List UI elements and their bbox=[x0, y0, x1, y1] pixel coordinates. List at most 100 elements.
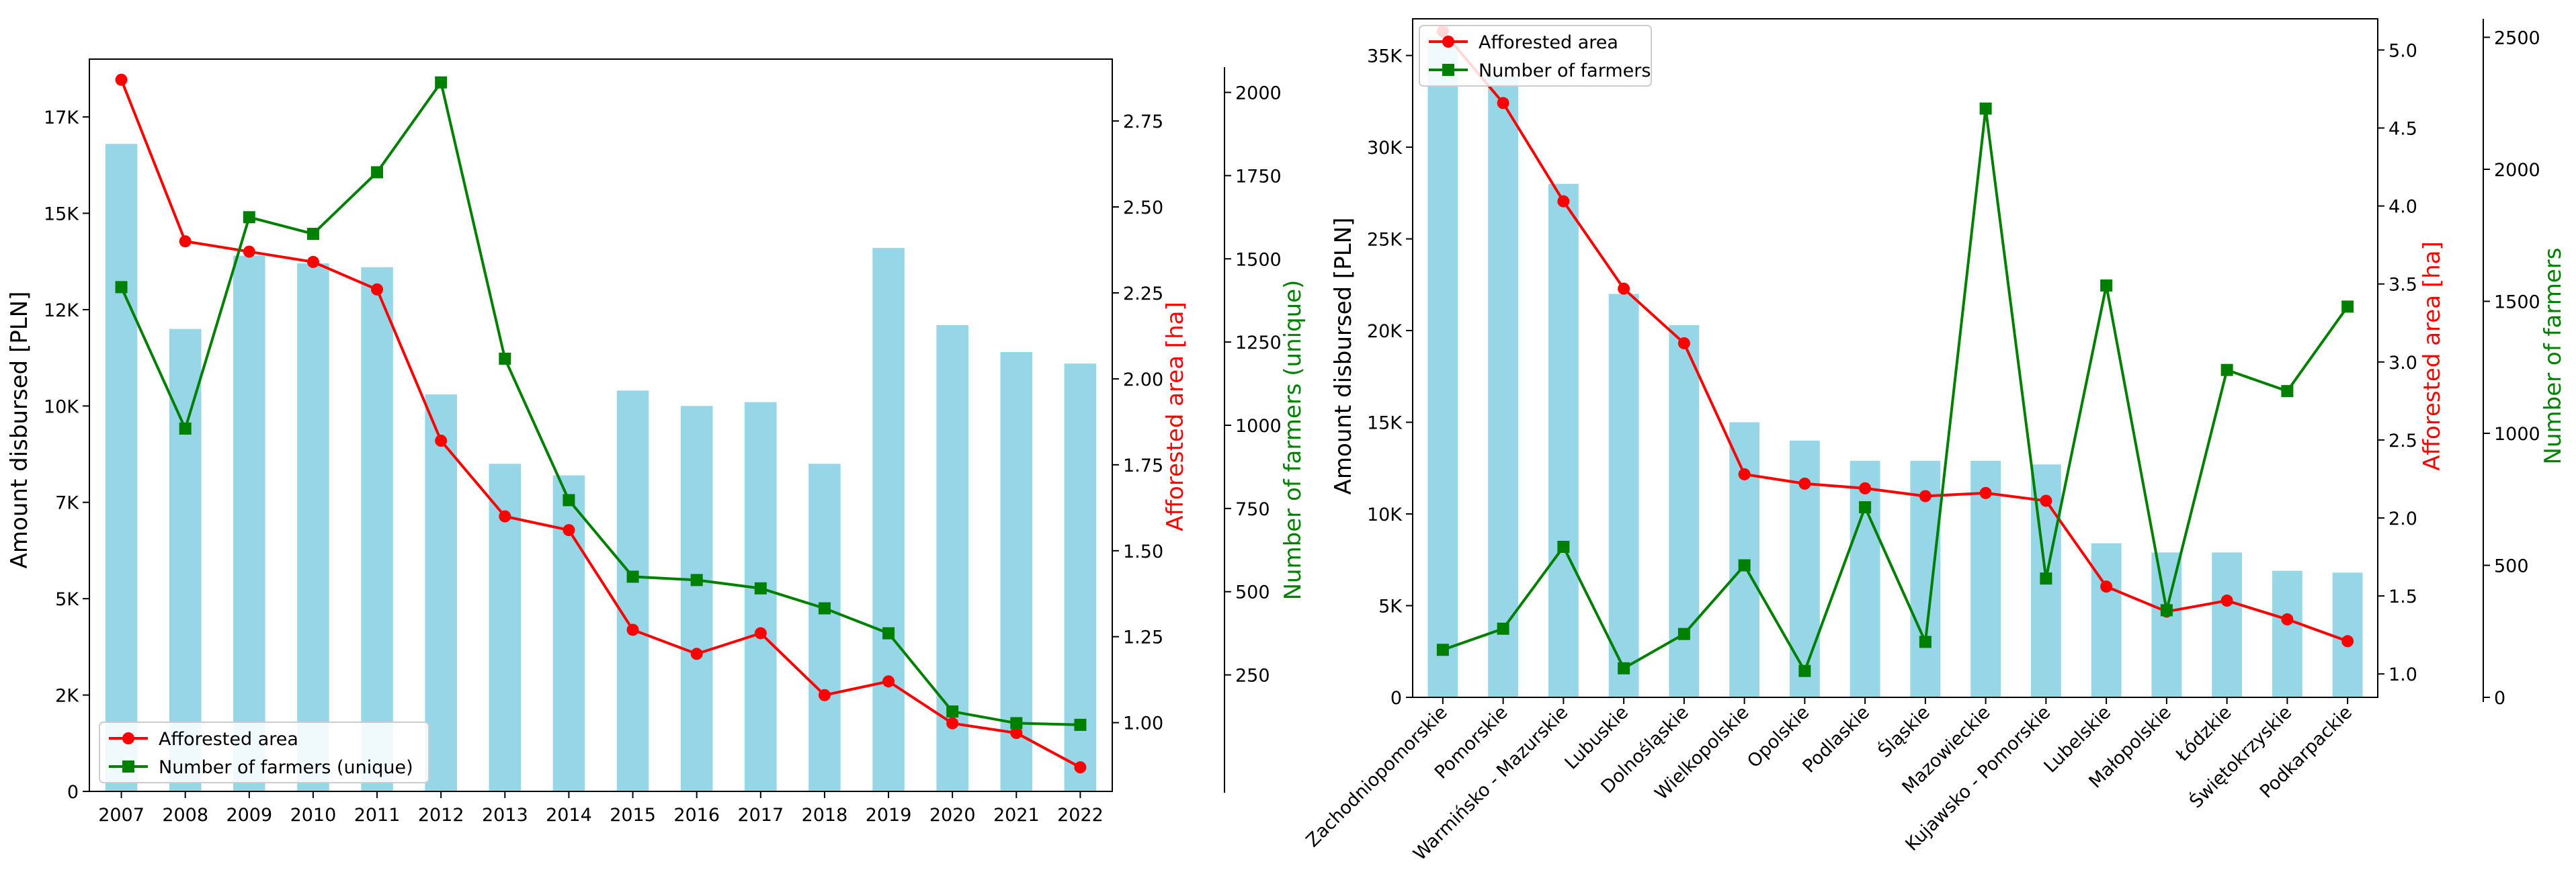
series-0-point-2 bbox=[243, 245, 255, 258]
x-tick-label-1: 2008 bbox=[162, 805, 208, 826]
series-0-point-12 bbox=[882, 675, 895, 688]
bar-12 bbox=[2151, 552, 2182, 697]
y-tick-label-7: 17K bbox=[44, 107, 79, 128]
series-0-point-7 bbox=[1859, 482, 1872, 494]
series-0-point-8 bbox=[1919, 490, 1931, 503]
y3-tick-label-7: 2000 bbox=[1235, 83, 1282, 104]
y-axis-label: Amount disbursed [PLN] bbox=[6, 292, 33, 569]
y3-tick-label-2: 750 bbox=[1235, 499, 1270, 520]
y3-tick-label-3: 1500 bbox=[2494, 292, 2540, 313]
x-tick-label-9: 2016 bbox=[673, 805, 720, 826]
bar-13 bbox=[2212, 552, 2243, 697]
y-tick-label-2: 10K bbox=[1367, 505, 1403, 525]
legend-marker-1 bbox=[1442, 64, 1454, 76]
y-tick-label-4: 10K bbox=[44, 396, 79, 417]
series-0-point-10 bbox=[754, 627, 767, 640]
y2-tick-label-3: 2.5 bbox=[2388, 431, 2417, 451]
y3-tick-label-1: 500 bbox=[2494, 556, 2529, 577]
series-0-point-6 bbox=[499, 510, 511, 523]
bar-7 bbox=[552, 475, 585, 791]
y2-tick-label-8: 5.0 bbox=[2388, 40, 2417, 61]
series-1-point-8 bbox=[626, 570, 639, 583]
series-1-point-7 bbox=[563, 494, 575, 507]
y3-tick-label-0: 0 bbox=[2494, 688, 2505, 709]
y2-tick-label-3: 1.75 bbox=[1123, 455, 1163, 476]
bar-8 bbox=[616, 390, 649, 791]
y-tick-label-0: 0 bbox=[67, 782, 79, 803]
series-0-point-1 bbox=[1497, 97, 1509, 110]
series-0-point-15 bbox=[2341, 635, 2354, 648]
series-1-point-15 bbox=[1074, 718, 1087, 731]
y3-tick-label-4: 1250 bbox=[1235, 333, 1282, 353]
legend-label-0: Afforested area bbox=[159, 729, 298, 750]
legend-marker-0 bbox=[122, 732, 134, 744]
y-tick-label-7: 35K bbox=[1367, 46, 1403, 67]
bar-2 bbox=[233, 255, 265, 791]
y3-tick-label-5: 2500 bbox=[2494, 28, 2540, 49]
series-0-point-4 bbox=[371, 283, 384, 296]
series-0-point-9 bbox=[690, 648, 703, 660]
series-0-point-5 bbox=[435, 435, 448, 447]
series-0-point-13 bbox=[2220, 595, 2233, 607]
x-tick-label-3: 2010 bbox=[290, 805, 337, 826]
bar-5 bbox=[425, 394, 457, 791]
y-tick-label-1: 2K bbox=[55, 686, 79, 707]
bar-2 bbox=[1548, 183, 1579, 698]
y2-axis-label: Afforested area [ha] bbox=[1162, 302, 1189, 531]
y2-tick-label-2: 2.0 bbox=[2388, 509, 2417, 529]
y3-tick-label-6: 1750 bbox=[1235, 166, 1282, 187]
x-tick-label-13: 2020 bbox=[929, 805, 976, 826]
bar-14 bbox=[2272, 570, 2302, 697]
series-1-point-9 bbox=[1979, 102, 1992, 115]
bar-3 bbox=[1608, 294, 1639, 697]
y2-axis-label: Afforested area [ha] bbox=[2419, 241, 2446, 471]
series-0-point-8 bbox=[626, 623, 639, 636]
legend-label-0: Afforested area bbox=[1479, 32, 1618, 53]
series-1-point-11 bbox=[2100, 279, 2113, 292]
y-tick-label-1: 5K bbox=[1378, 597, 1403, 617]
series-0-point-2 bbox=[1557, 195, 1570, 208]
x-tick-label-5: 2012 bbox=[418, 805, 464, 826]
series-1-point-1 bbox=[1497, 622, 1509, 635]
series-0-point-6 bbox=[1798, 477, 1811, 490]
series-1-point-5 bbox=[1738, 559, 1751, 572]
y-axis-label: Amount disbursed [PLN] bbox=[1330, 218, 1357, 495]
y2-tick-label-4: 2.00 bbox=[1123, 369, 1163, 390]
y3-axis-label: Number of farmers (unique) bbox=[1280, 280, 1306, 601]
series-0-point-5 bbox=[1738, 468, 1751, 480]
series-0-point-9 bbox=[1979, 486, 1992, 499]
series-1-point-2 bbox=[243, 211, 255, 224]
series-0-point-14 bbox=[2281, 613, 2294, 625]
y-tick-label-3: 15K bbox=[1367, 413, 1403, 434]
legend-marker-0 bbox=[1442, 36, 1454, 48]
bar-1 bbox=[1488, 73, 1519, 697]
y3-axis-label: Number of farmers bbox=[2540, 248, 2567, 465]
series-1-point-4 bbox=[371, 166, 384, 179]
bar-10 bbox=[745, 402, 777, 791]
legend-label-1: Number of farmers (unique) bbox=[159, 757, 413, 778]
series-1-point-13 bbox=[946, 705, 959, 718]
y3-tick-label-5: 1500 bbox=[1235, 249, 1282, 270]
y-tick-label-5: 12K bbox=[44, 300, 79, 321]
series-0-point-4 bbox=[1677, 337, 1690, 349]
legend-box bbox=[1419, 25, 1652, 87]
y2-tick-label-7: 4.5 bbox=[2388, 119, 2417, 140]
x-tick-label-0: 2007 bbox=[98, 805, 144, 826]
series-1-point-14 bbox=[2281, 385, 2294, 398]
x-tick-label-11: 2018 bbox=[802, 805, 848, 826]
y-tick-label-6: 15K bbox=[44, 204, 79, 224]
bar-15 bbox=[2332, 572, 2363, 697]
series-0-point-15 bbox=[1074, 761, 1087, 774]
bar-11 bbox=[2091, 543, 2122, 697]
x-tick-label-15: 2022 bbox=[1057, 805, 1104, 826]
chart-by-year: 0 2K 5K 7K 10K 12K 15K 17K 1.00 1.25 1.50 1.75 2.00 2… bbox=[6, 58, 1306, 826]
y2-tick-label-6: 2.50 bbox=[1123, 198, 1163, 218]
y-tick-label-4: 20K bbox=[1367, 321, 1403, 342]
y3-tick-label-0: 250 bbox=[1235, 666, 1270, 687]
y2-tick-label-2: 1.50 bbox=[1123, 541, 1163, 562]
series-0-point-11 bbox=[2100, 580, 2113, 593]
series-1-point-6 bbox=[499, 352, 511, 365]
y3-tick-label-1: 500 bbox=[1235, 582, 1270, 603]
legend-marker-1 bbox=[122, 760, 134, 773]
x-tick-label-2: 2009 bbox=[226, 805, 272, 826]
